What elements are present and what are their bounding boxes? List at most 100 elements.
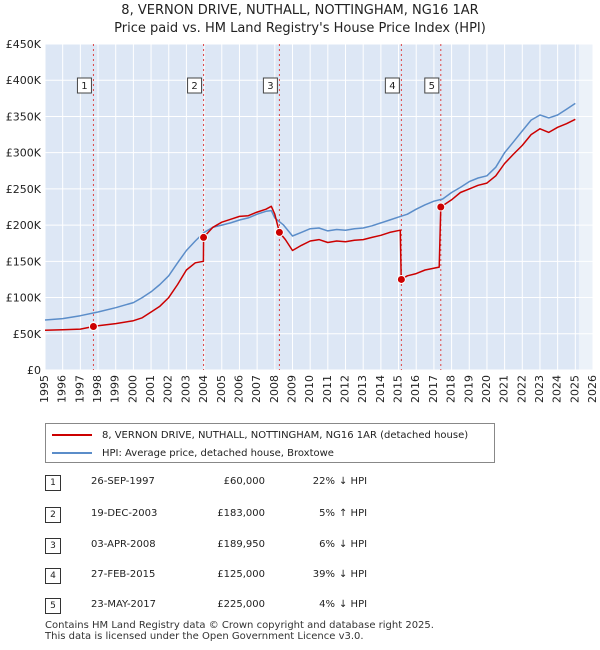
x-tick-label: 2013 [356,375,369,403]
chart-legend: 8, VERNON DRIVE, NUTHALL, NOTTINGHAM, NG… [45,423,495,463]
y-tick-label: £450K [6,38,42,51]
chart-title-line2: Price paid vs. HM Land Registry's House … [114,21,486,36]
x-tick-label: 2026 [586,375,599,403]
transaction-label-box [187,77,203,94]
x-tick-label: 2009 [285,375,298,403]
transaction-date: 23-MAY-2017 [91,599,157,610]
x-tick-label: 2005 [215,375,228,403]
transaction-number-badge: 5 [45,598,61,614]
x-tick-label: 2015 [392,375,405,403]
legend-price-swatch [52,434,92,436]
y-tick-label: £100K [6,292,42,305]
transaction-label: 2 [191,81,197,92]
transaction-delta: 5% [319,508,335,519]
x-tick-label: 2021 [498,375,511,403]
x-tick-label: 2010 [303,375,316,403]
transaction-price: £60,000 [223,476,265,487]
x-tick-label: 2024 [551,375,564,403]
footer-attribution: Contains HM Land Registry data © Crown c… [45,620,434,642]
transaction-label-box [384,77,400,94]
x-tick-label: 1997 [73,375,86,403]
x-tick-label: 2006 [232,375,245,403]
table-row: 2 19-DEC-2003 £183,000 5% ↑ HPI [45,505,495,525]
transaction-price: £225,000 [217,599,265,610]
x-tick-label: 1995 [38,375,51,403]
transaction-delta: 39% [312,569,335,580]
legend-item-price: 8, VERNON DRIVE, NUTHALL, NOTTINGHAM, NG… [52,426,468,444]
y-tick-label: £300K [6,147,42,160]
x-tick-label: 2004 [197,375,210,403]
y-tick-label: £250K [6,183,42,196]
y-tick-label: £50K [13,328,42,341]
transaction-number-badge: 1 [45,475,61,491]
transaction-point [199,232,209,242]
y-tick-label: £150K [6,255,42,268]
transaction-date: 26-SEP-1997 [91,476,155,487]
transaction-number-badge: 4 [45,568,61,584]
transaction-direction: ↑ HPI [339,508,368,519]
transaction-point [436,202,446,212]
x-tick-label: 2007 [250,375,263,403]
x-tick-label: 2011 [321,375,334,403]
series-line-price-paid [44,118,576,331]
chart-title-line1: 8, VERNON DRIVE, NUTHALL, NOTTINGHAM, NG… [121,3,479,18]
x-tick-label: 2018 [445,375,458,403]
x-tick-label: 2019 [462,375,475,403]
y-tick-label: £350K [6,110,42,123]
transaction-price: £183,000 [217,508,265,519]
legend-hpi-label: HPI: Average price, detached house, Brox… [102,447,334,459]
transaction-delta: 4% [319,599,335,610]
transaction-label-box [76,77,92,94]
transaction-delta: 22% [312,476,335,487]
price-chart: £0 £50K £100K £150K £200K £250K £300K £350K £400… [6,38,599,403]
transaction-label: 3 [267,81,273,92]
table-row: 1 26-SEP-1997 £60,000 22% ↓ HPI [45,473,495,493]
x-tick-label: 2023 [533,375,546,403]
transaction-label-box [262,77,278,94]
x-tick-label: 2025 [568,375,581,403]
x-tick-label: 1996 [56,375,69,403]
transaction-number-badge: 3 [45,538,61,554]
x-tick-label: 2012 [339,375,352,403]
transaction-price: £189,950 [217,539,265,550]
x-tick-label: 2003 [179,375,192,403]
series-line-hpi [44,102,576,321]
y-tick-label: £400K [6,74,42,87]
transaction-price: £125,000 [217,569,265,580]
transaction-date: 03-APR-2008 [91,539,156,550]
y-tick-label: £200K [6,219,42,232]
transaction-direction: ↓ HPI [339,599,368,610]
x-tick-label: 2000 [126,375,139,403]
legend-item-hpi: HPI: Average price, detached house, Brox… [52,444,334,462]
transaction-date: 19-DEC-2003 [91,508,158,519]
transaction-direction: ↓ HPI [339,569,368,580]
transaction-label: 1 [81,81,87,92]
x-tick-label: 2008 [268,375,281,403]
x-tick-label: 2014 [374,375,387,403]
transaction-direction: ↓ HPI [339,476,368,487]
table-row: 4 27-FEB-2015 £125,000 39% ↓ HPI [45,566,495,586]
table-row: 5 23-MAY-2017 £225,000 4% ↓ HPI [45,596,495,616]
plot-area [45,44,593,370]
transaction-point [274,227,284,237]
legend-hpi-swatch [52,452,92,454]
x-tick-label: 2001 [144,375,157,403]
x-tick-label: 2017 [427,375,440,403]
footer-copyright: Contains HM Land Registry data © Crown c… [45,620,434,631]
footer-licence: This data is licensed under the Open Gov… [45,631,364,642]
x-tick-label: 2016 [409,375,422,403]
x-tick-label: 2002 [162,375,175,403]
x-tick-label: 2022 [515,375,528,403]
y-tick-label: £0 [27,364,41,377]
transaction-point [88,322,98,332]
transaction-direction: ↓ HPI [339,539,368,550]
transaction-number-badge: 2 [45,507,61,523]
transaction-delta: 6% [319,539,335,550]
x-tick-label: 2020 [480,375,493,403]
legend-price-label: 8, VERNON DRIVE, NUTHALL, NOTTINGHAM, NG… [102,429,469,441]
table-row: 3 03-APR-2008 £189,950 6% ↓ HPI [45,536,495,556]
transaction-point [396,274,406,284]
transaction-label-box [424,77,440,94]
x-tick-label: 1998 [91,375,104,403]
x-tick-label: 1999 [109,375,122,403]
